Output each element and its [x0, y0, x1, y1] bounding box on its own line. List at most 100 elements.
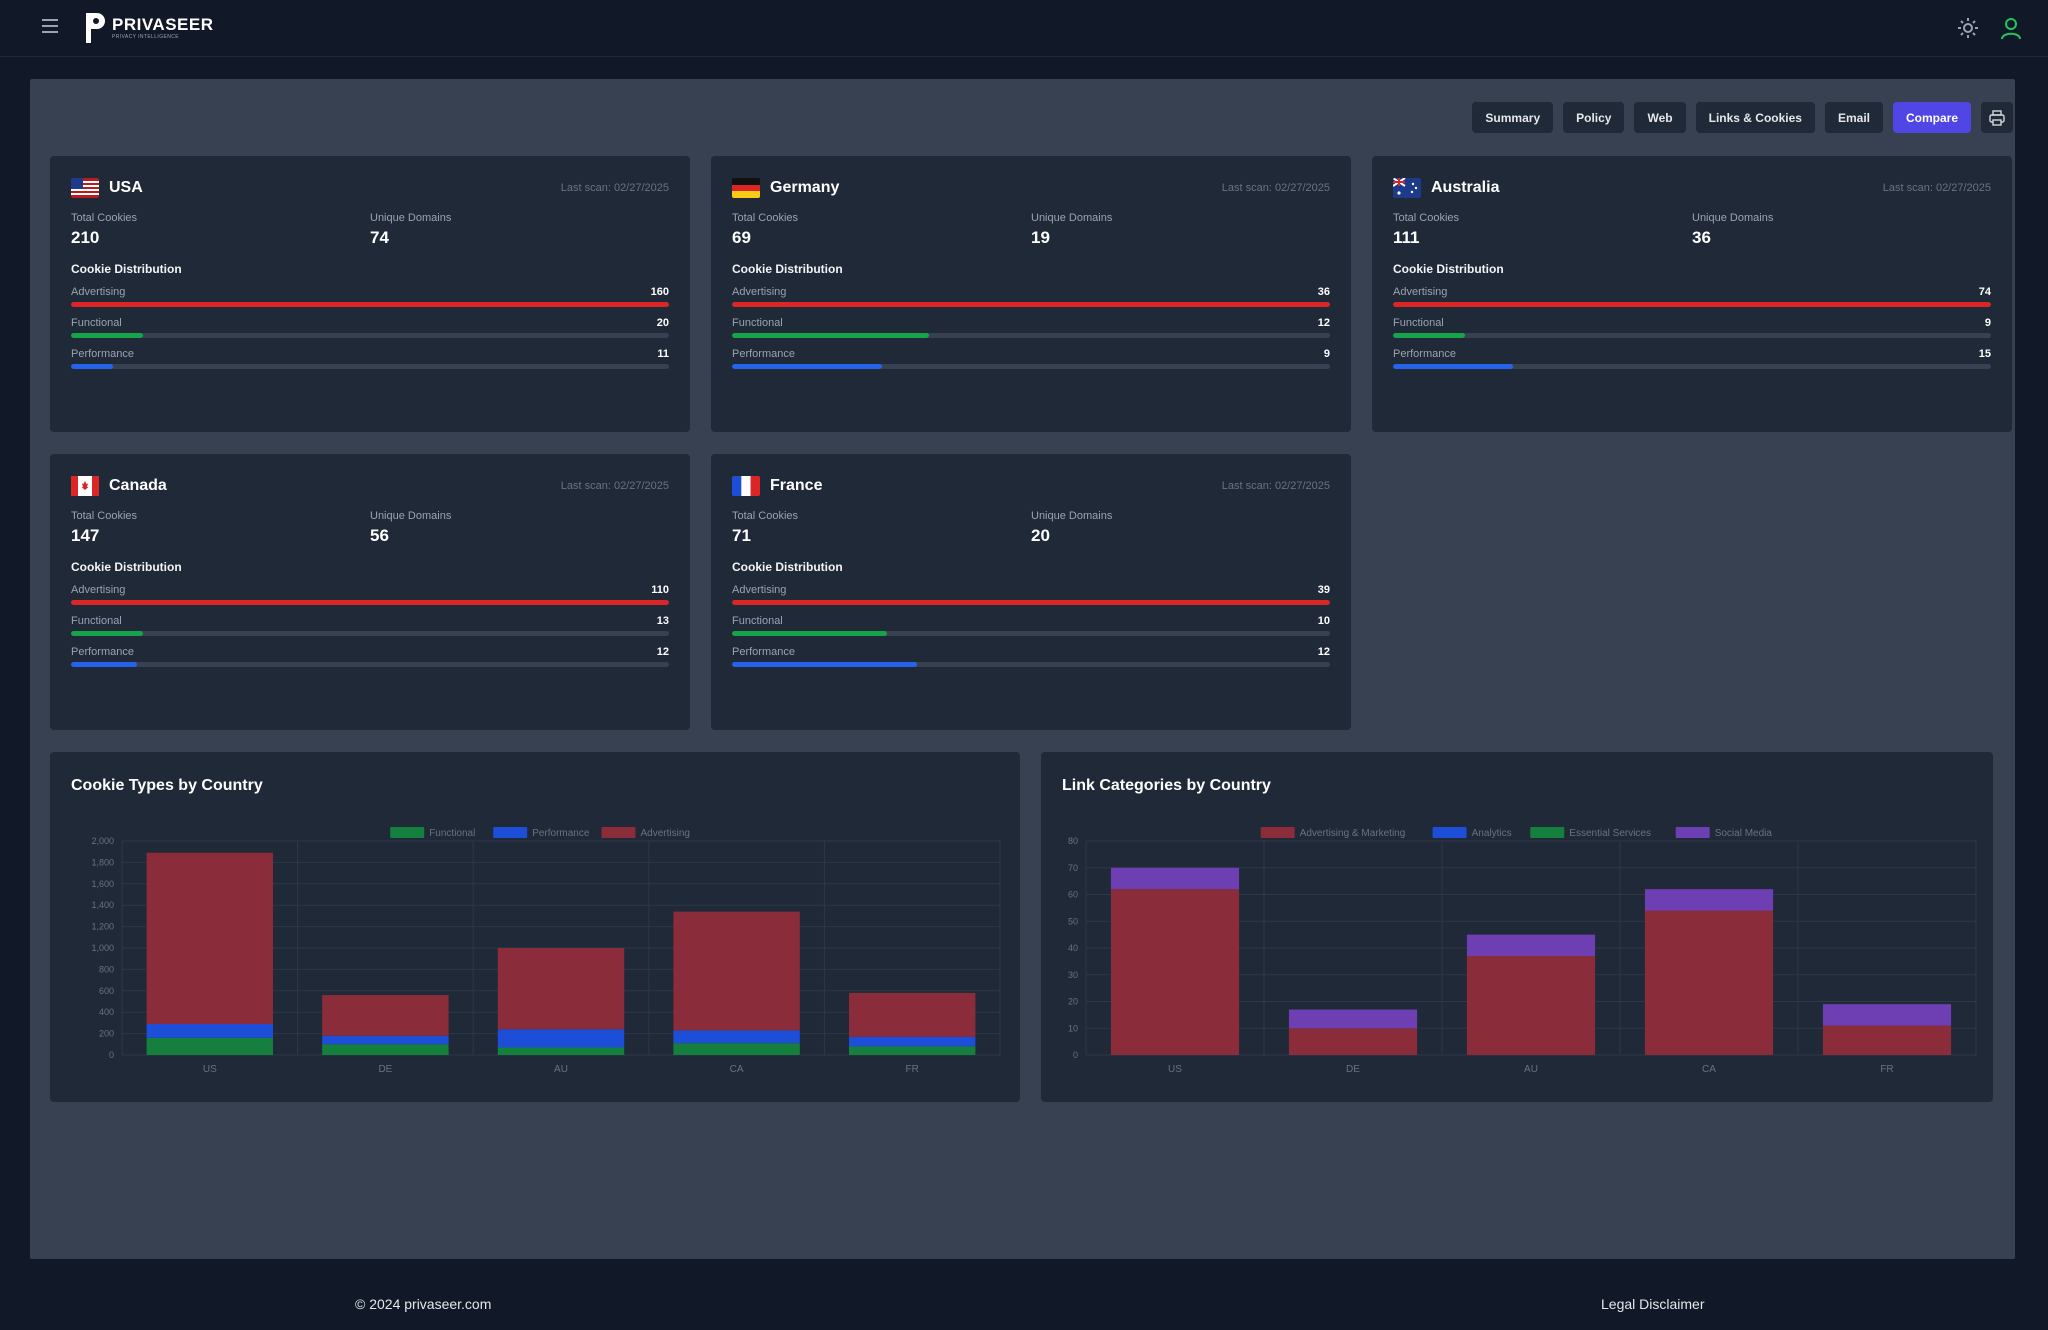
unique-domains-label: Unique Domains	[1031, 510, 1113, 522]
functional-bar-track	[1393, 333, 1991, 338]
y-tick-label: 20	[1068, 997, 1078, 1007]
performance-row: Performance 15	[1393, 348, 1991, 369]
performance-label: Performance	[732, 646, 795, 658]
bar-advertising-us	[146, 852, 274, 1024]
functional-row: Functional 10	[732, 615, 1330, 636]
legal-disclaimer-link[interactable]: Legal Disclaimer	[1601, 1296, 1705, 1312]
performance-row: Performance 11	[71, 348, 669, 369]
legend-swatch	[1260, 827, 1295, 838]
functional-bar-track	[732, 333, 1330, 338]
logo-tagline: PRIVACY INTELLIGENCE	[112, 34, 179, 40]
advertising-row: Advertising 36	[732, 286, 1330, 307]
tab-compare[interactable]: Compare	[1892, 102, 1971, 133]
cookie-types-chart: Cookie Types by Country 0 200 400 600 800 1,0…	[50, 752, 1020, 1102]
bar-performance-au	[497, 1029, 625, 1048]
advertising-count: 39	[1317, 584, 1330, 596]
performance-label: Performance	[1393, 348, 1456, 360]
advertising-count: 110	[651, 584, 669, 596]
legend-swatch	[1530, 827, 1565, 838]
bar-performance-de	[322, 1035, 449, 1045]
advertising-label: Advertising	[71, 584, 126, 596]
bar-advertising-fr	[848, 992, 976, 1037]
y-tick-label: 0	[109, 1050, 114, 1060]
main-panel: Summary Policy Web Links & Cookies Email…	[30, 79, 2015, 1259]
tab-email[interactable]: Email	[1824, 102, 1883, 133]
link-categories-chart-svg: 0 10 20 30 40 50 60 70 80 US DE AU CA FR Advertising &…	[1068, 827, 1977, 1075]
sun-icon[interactable]	[1957, 17, 1979, 39]
link-categories-chart: Link Categories by Country 0 10 20 30 40 50 60…	[1041, 752, 1993, 1102]
bar-advertising-marketing-fr	[1822, 1025, 1952, 1055]
tab-summary[interactable]: Summary	[1472, 102, 1554, 133]
advertising-bar-fill	[732, 302, 1330, 307]
y-tick-label: 60	[1068, 890, 1078, 900]
cookie-distribution-title: Cookie Distribution	[732, 262, 843, 276]
functional-bar-fill	[71, 631, 143, 636]
bar-functional-de	[322, 1044, 449, 1055]
top-navbar: PRIVASEER PRIVACY INTELLIGENCE	[0, 0, 2048, 57]
bar-functional-us	[146, 1037, 274, 1055]
cookie-types-chart-svg: 0 200 400 600 800 1,000 1,200 1,400 1,600 1,800 2,…	[91, 827, 1001, 1075]
bar-advertising-marketing-us	[1110, 889, 1240, 1055]
flag-france-icon	[732, 476, 760, 496]
bar-social-media-de	[1288, 1009, 1418, 1029]
y-tick-label: 400	[99, 1007, 114, 1017]
cookie-distribution-title: Cookie Distribution	[71, 262, 182, 276]
advertising-row: Advertising 110	[71, 584, 669, 605]
performance-row: Performance 12	[71, 646, 669, 667]
unique-domains-label: Unique Domains	[1031, 212, 1113, 224]
advertising-bar-fill	[71, 302, 669, 307]
y-tick-label: 40	[1068, 943, 1078, 953]
chart-title: Cookie Types by Country	[71, 777, 263, 794]
total-cookies-label: Total Cookies	[1393, 212, 1460, 224]
country-name: Australia	[1431, 179, 1500, 196]
bar-functional-ca	[673, 1043, 800, 1055]
y-tick-label: 0	[1073, 1050, 1078, 1060]
bar-advertising-marketing-de	[1288, 1028, 1418, 1055]
last-scan: Last scan: 02/27/2025	[1221, 182, 1330, 194]
x-tick-label: FR	[906, 1064, 919, 1075]
print-button[interactable]	[1981, 102, 2013, 133]
functional-count: 9	[1984, 317, 1991, 329]
total-cookies-label: Total Cookies	[732, 510, 799, 522]
country-name: France	[770, 477, 823, 494]
functional-row: Functional 13	[71, 615, 669, 636]
bar-performance-fr	[848, 1036, 976, 1047]
functional-bar-track	[71, 631, 669, 636]
y-tick-label: 1,000	[91, 943, 114, 953]
flag-australia-icon	[1393, 178, 1421, 198]
advertising-bar-track	[732, 302, 1330, 307]
performance-count: 12	[1317, 646, 1330, 658]
functional-label: Functional	[732, 615, 783, 627]
total-cookies-label: Total Cookies	[732, 212, 799, 224]
hamburger-menu-icon[interactable]	[42, 19, 58, 33]
functional-count: 20	[656, 317, 669, 329]
unique-domains-label: Unique Domains	[370, 212, 452, 224]
unique-domains-value: 74	[370, 228, 389, 247]
advertising-label: Advertising	[732, 286, 787, 298]
performance-bar-track	[1393, 364, 1991, 369]
logo[interactable]: PRIVASEER PRIVACY INTELLIGENCE	[84, 10, 214, 46]
functional-label: Functional	[1393, 317, 1444, 329]
performance-count: 9	[1323, 348, 1330, 360]
bar-functional-fr	[848, 1046, 976, 1055]
legend-label: Analytics	[1472, 828, 1512, 839]
y-tick-label: 200	[99, 1029, 114, 1039]
performance-bar-fill	[1393, 364, 1513, 369]
tab-web[interactable]: Web	[1634, 102, 1686, 133]
bar-social-media-au	[1466, 934, 1596, 957]
user-icon[interactable]	[1999, 16, 2023, 40]
logo-mark-icon	[86, 13, 105, 43]
advertising-count: 36	[1317, 286, 1330, 298]
functional-row: Functional 12	[732, 317, 1330, 338]
legend-swatch	[390, 827, 425, 838]
tab-links-cookies[interactable]: Links & Cookies	[1695, 102, 1815, 133]
functional-label: Functional	[732, 317, 783, 329]
legend-label: Essential Services	[1569, 828, 1651, 839]
country-card-canada: Canada Last scan: 02/27/2025 Total Cooki…	[50, 454, 690, 730]
tab-policy[interactable]: Policy	[1563, 102, 1625, 133]
y-tick-label: 1,200	[91, 922, 114, 932]
advertising-bar-track	[71, 302, 669, 307]
advertising-count: 160	[650, 286, 669, 298]
performance-bar-fill	[71, 662, 137, 667]
performance-bar-track	[732, 364, 1330, 369]
